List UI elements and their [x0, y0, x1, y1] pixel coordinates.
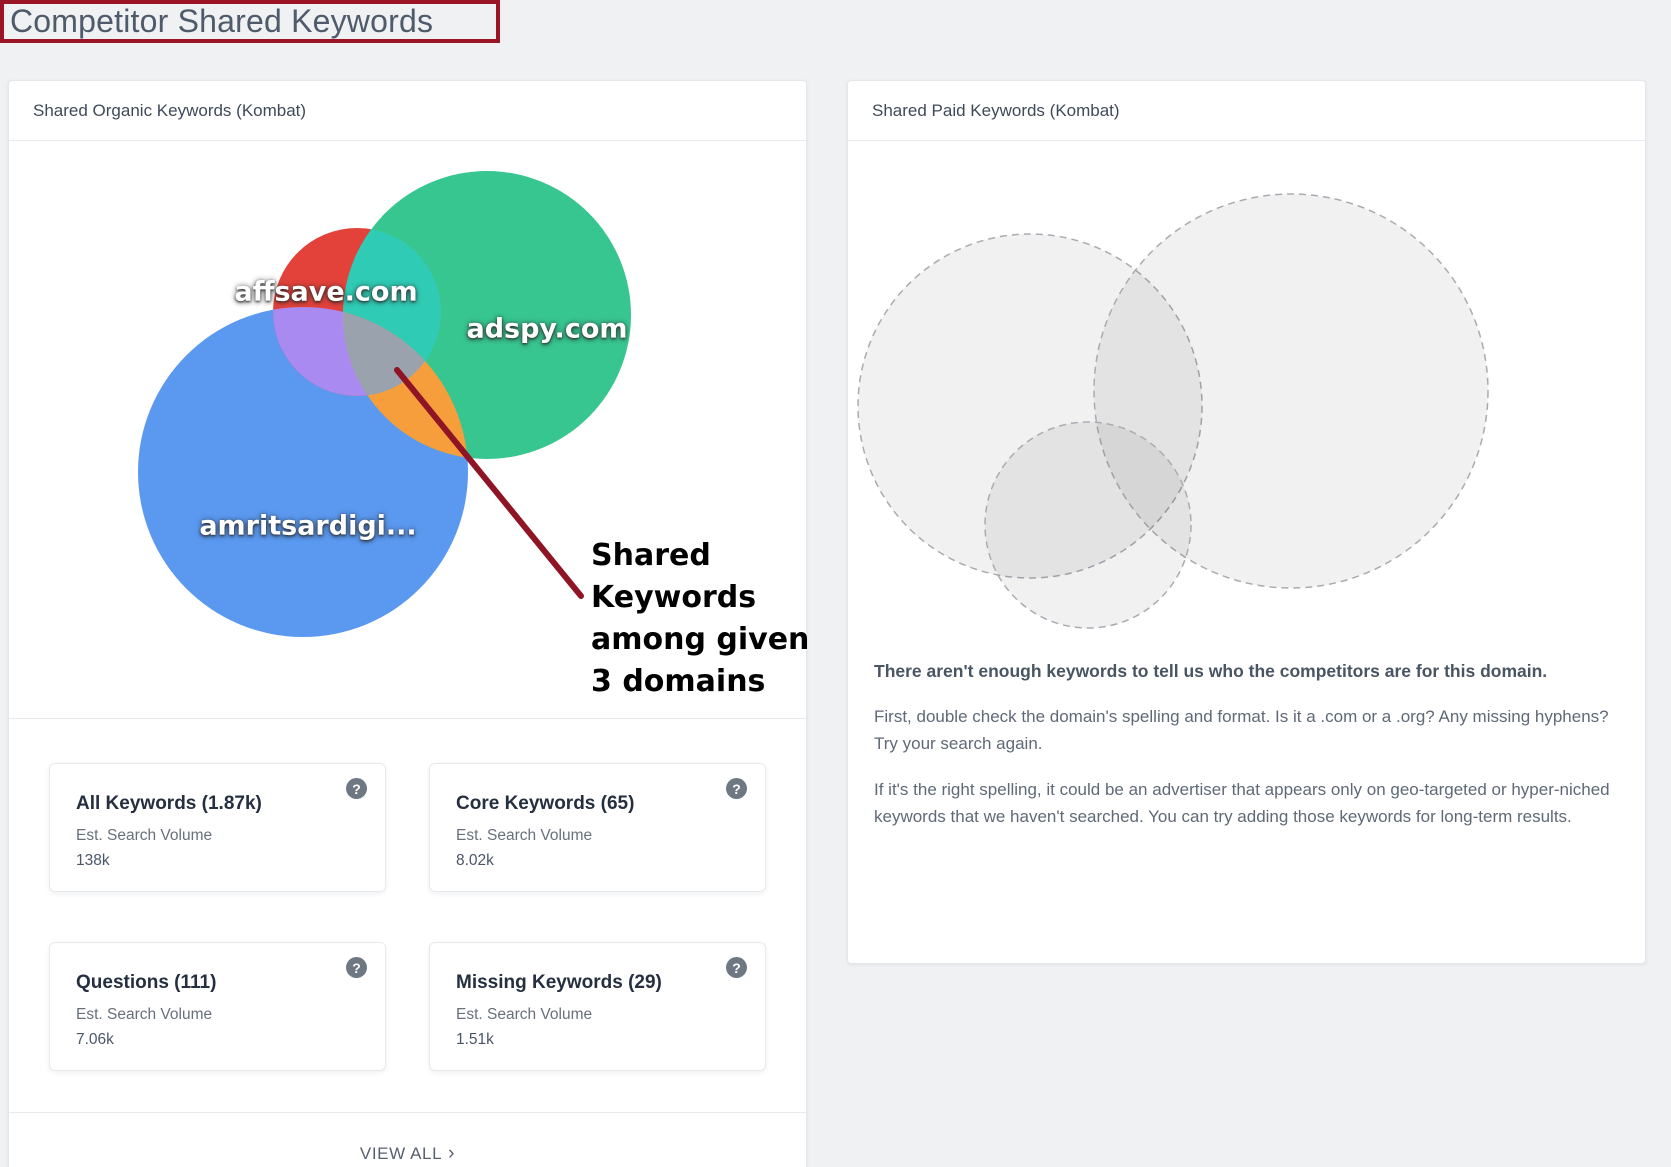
empty-state-headline: There aren't enough keywords to tell us …	[874, 661, 1548, 681]
organic-venn-svg	[138, 171, 631, 637]
card-metric-value: 7.06k	[76, 1031, 114, 1048]
card-all-keywords[interactable]: ? All Keywords (1.87k) Est. Search Volum…	[49, 763, 386, 892]
card-title: Questions (111)	[76, 972, 217, 993]
card-metric-label: Est. Search Volume	[76, 827, 213, 844]
annotation-line-1: Shared	[591, 538, 711, 573]
annotation-line-2: Keywords	[591, 580, 757, 615]
placeholder-circle-right	[1093, 193, 1489, 589]
card-core-keywords[interactable]: ? Core Keywords (65) Est. Search Volume …	[429, 763, 766, 892]
card-metric-value: 1.51k	[456, 1031, 494, 1048]
card-missing-keywords[interactable]: ? Missing Keywords (29) Est. Search Volu…	[429, 942, 766, 1071]
annotation-line-3: among given	[591, 622, 810, 657]
paid-keywords-panel: Shared Paid Keywords (Kombat) There aren…	[847, 80, 1646, 964]
title-annotation-box: Competitor Shared Keywords	[0, 0, 500, 43]
organic-panel-footer: VIEW ALL ›	[9, 1112, 806, 1165]
annotation-line-4: 3 domains	[591, 664, 766, 699]
annotation-arrow	[394, 367, 584, 599]
card-metric-label: Est. Search Volume	[456, 827, 593, 844]
chevron-right-icon: ›	[448, 1143, 456, 1164]
help-icon[interactable]: ?	[726, 957, 747, 978]
organic-keywords-panel: Shared Organic Keywords (Kombat) affsave	[8, 80, 809, 1167]
placeholder-circle-left	[857, 233, 1203, 579]
keyword-stat-cards: ? All Keywords (1.87k) Est. Search Volum…	[49, 763, 766, 1071]
view-all-link[interactable]: VIEW ALL ›	[360, 1143, 455, 1165]
help-icon[interactable]: ?	[726, 778, 747, 799]
help-icon[interactable]: ?	[346, 957, 367, 978]
empty-state-paragraph-2: If it's the right spelling, it could be …	[874, 780, 1610, 826]
paid-venn-svg	[857, 193, 1489, 629]
page-title: Competitor Shared Keywords	[10, 3, 434, 39]
empty-state-paragraph-1: First, double check the domain's spellin…	[874, 707, 1609, 753]
card-title: Core Keywords (65)	[456, 793, 635, 814]
card-metric-label: Est. Search Volume	[456, 1006, 593, 1023]
paid-venn-placeholder	[848, 141, 1645, 646]
placeholder-circle-bottom	[984, 421, 1192, 629]
card-questions[interactable]: ? Questions (111) Est. Search Volume 7.0…	[49, 942, 386, 1071]
organic-panel-header: Shared Organic Keywords (Kombat)	[9, 81, 806, 141]
card-title: Missing Keywords (29)	[456, 972, 662, 993]
card-metric-label: Est. Search Volume	[76, 1006, 213, 1023]
card-metric-value: 138k	[76, 852, 110, 869]
paid-panel-header: Shared Paid Keywords (Kombat)	[848, 81, 1645, 141]
paid-empty-state: There aren't enough keywords to tell us …	[874, 658, 1619, 830]
organic-venn-chart: affsave.com adspy.com amritsardigi... Sh…	[9, 141, 809, 719]
card-metric-value: 8.02k	[456, 852, 494, 869]
help-icon[interactable]: ?	[346, 778, 367, 799]
venn-overlap-green-blue	[343, 307, 468, 459]
card-title: All Keywords (1.87k)	[76, 793, 262, 814]
view-all-label: VIEW ALL	[359, 1144, 443, 1163]
annotation-text: Shared Keywords among given 3 domains	[591, 535, 809, 703]
